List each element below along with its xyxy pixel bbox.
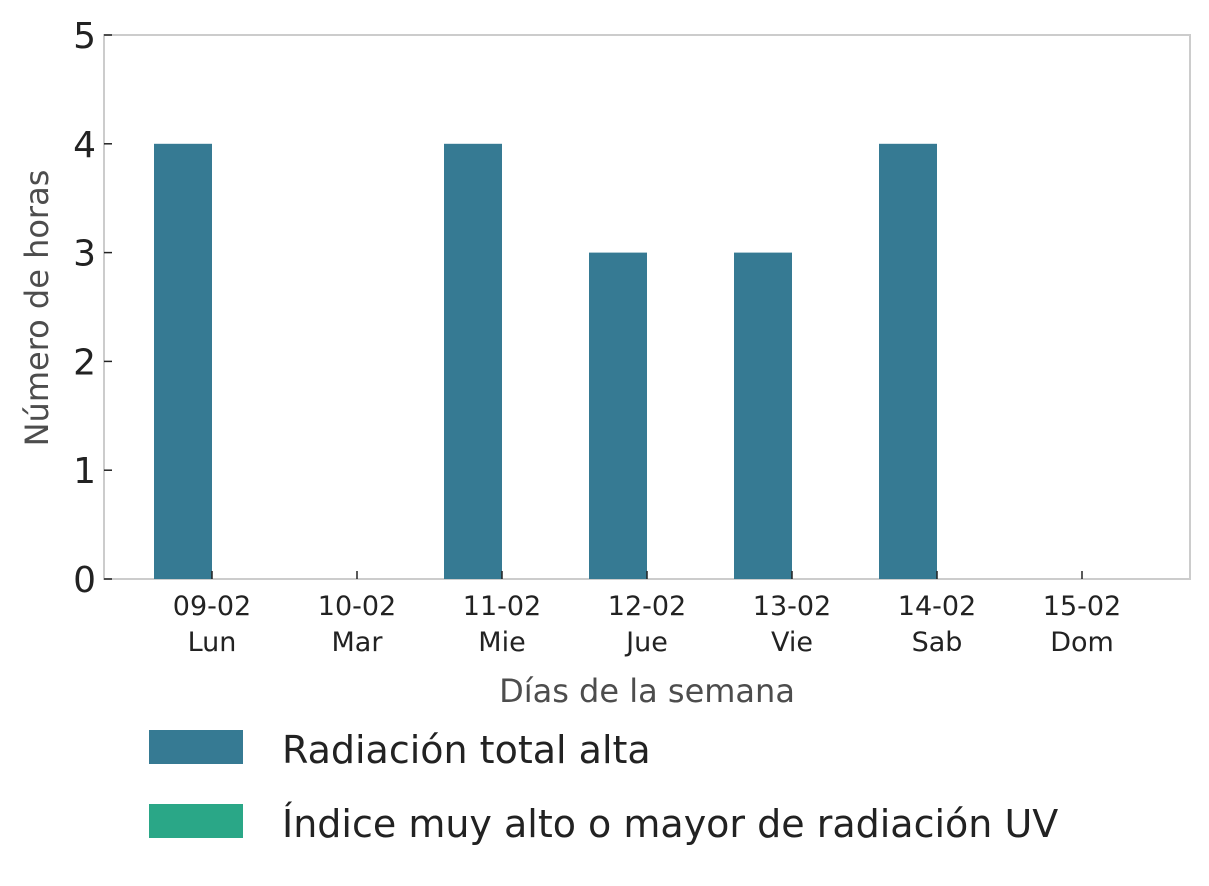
x-tick-label-date: 13-02: [753, 591, 831, 622]
bar-radiacion-total: [444, 143, 502, 580]
plot-area: 0 1 2 3 4 5 09-02 Lun 10-02 Mar 11-02 Mie 12-02 Jue 1…: [73, 16, 1191, 658]
legend: Radiación total alta Índice muy alto o ma…: [149, 728, 1058, 846]
x-tick-label-date: 14-02: [898, 591, 976, 622]
x-tick-label-date: 10-02: [318, 591, 396, 622]
bar-radiacion-total: [589, 252, 647, 579]
x-tick-label-day: Jue: [624, 627, 668, 658]
bar-radiacion-total: [734, 252, 792, 579]
y-tick-label: 3: [73, 234, 96, 275]
y-tick-label: 2: [73, 342, 96, 383]
y-tick-label: 1: [73, 451, 96, 492]
x-axis-ticks: 09-02 Lun 10-02 Mar 11-02 Mie 12-02 Jue 13-02 Vie…: [173, 571, 1121, 658]
legend-swatch: [149, 804, 243, 838]
y-tick-label: 0: [73, 560, 96, 601]
x-tick-label-day: Mar: [332, 627, 384, 658]
y-tick-label: 5: [73, 16, 96, 57]
x-tick-label-day: Vie: [771, 627, 813, 658]
x-tick-label-day: Lun: [188, 627, 237, 658]
x-tick-label-date: 12-02: [608, 591, 686, 622]
y-axis-ticks: 0 1 2 3 4 5: [73, 16, 112, 601]
y-axis-label: Número de horas: [18, 170, 56, 447]
legend-label: Radiación total alta: [282, 728, 651, 772]
x-tick-label-day: Sab: [912, 627, 963, 658]
legend-swatch: [149, 730, 243, 764]
x-tick-label-date: 11-02: [463, 591, 541, 622]
x-tick-label-date: 15-02: [1043, 591, 1121, 622]
legend-label: Índice muy alto o mayor de radiación UV: [282, 802, 1058, 846]
bar-radiacion-total: [879, 143, 937, 580]
bar-radiacion-total: [154, 143, 212, 580]
x-tick-label-day: Dom: [1050, 627, 1114, 658]
x-tick-label-date: 09-02: [173, 591, 251, 622]
x-tick-label-day: Mie: [478, 627, 525, 658]
x-axis-label: Días de la semana: [499, 672, 795, 710]
bars: [154, 143, 937, 580]
y-tick-label: 4: [73, 125, 96, 166]
